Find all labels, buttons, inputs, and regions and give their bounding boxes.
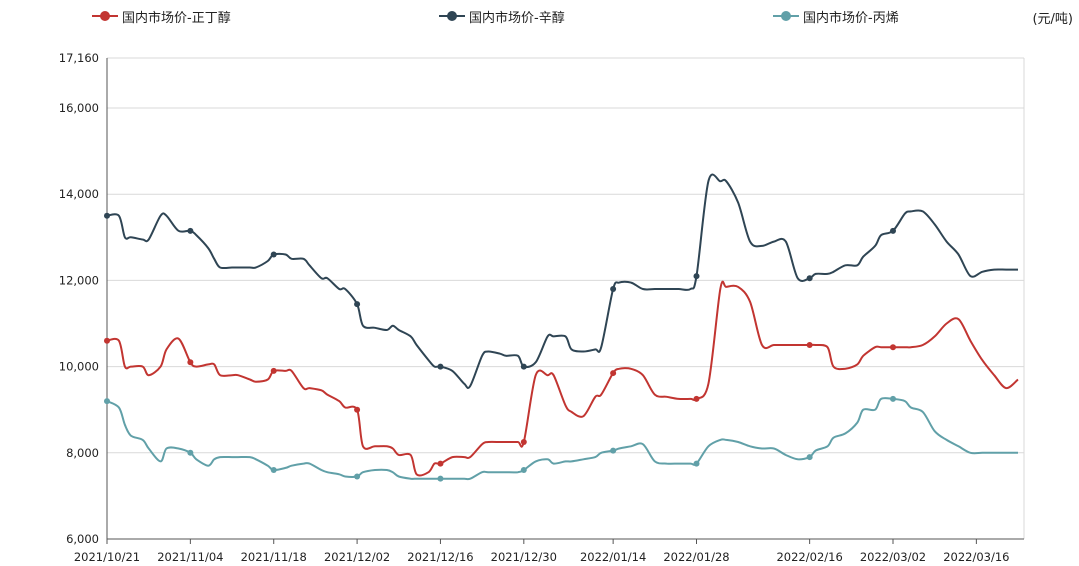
x-tick-label: 2021/10/21 — [74, 550, 140, 564]
y-tick-label: 17,160 — [59, 51, 99, 65]
data-point-n-butanol[interactable] — [270, 367, 277, 374]
unit-label: (元/吨) — [1032, 12, 1073, 27]
y-tick-label: 8,000 — [66, 446, 99, 460]
legend-label-n-butanol: 国内市场价-正丁醇 — [122, 10, 231, 26]
data-point-octanol[interactable] — [520, 363, 527, 370]
y-tick-label: 6,000 — [66, 532, 99, 546]
series-octanol — [104, 173, 1018, 389]
data-point-octanol[interactable] — [437, 363, 444, 370]
y-tick-label: 16,000 — [59, 101, 99, 115]
x-tick-label: 2021/12/16 — [407, 550, 473, 564]
data-point-n-butanol[interactable] — [520, 439, 527, 446]
data-point-octanol[interactable] — [890, 227, 896, 234]
data-point-n-butanol[interactable] — [610, 370, 617, 377]
series-propylene — [104, 395, 1018, 482]
data-point-n-butanol[interactable] — [354, 406, 361, 413]
data-point-octanol[interactable] — [187, 227, 194, 234]
data-point-n-butanol[interactable] — [187, 359, 194, 366]
legend-label-propylene: 国内市场价-丙烯 — [803, 10, 899, 26]
y-axis: 6,000 8,000 10,000 12,000 14,000 16,000 17,160 — [59, 51, 99, 546]
data-point-propylene[interactable] — [890, 395, 896, 402]
y-tick-label: 14,000 — [59, 187, 99, 201]
data-point-propylene[interactable] — [354, 473, 361, 480]
data-point-propylene[interactable] — [270, 467, 277, 474]
data-point-propylene[interactable] — [437, 475, 444, 482]
data-point-octanol[interactable] — [806, 275, 813, 282]
x-tick-label: 2022/01/28 — [663, 550, 729, 564]
chart-legend: 国内市场价-正丁醇 国内市场价-辛醇 国内市场价-丙烯 (元/吨) — [0, 0, 1079, 32]
legend-marker-octanol-icon — [439, 9, 465, 23]
series-lines — [104, 173, 1019, 482]
series-line-propylene — [106, 397, 1018, 481]
x-tick-label: 2022/01/14 — [580, 550, 646, 564]
legend-marker-n-butanol-icon — [92, 9, 118, 23]
legend-item-octanol[interactable]: 国内市场价-辛醇 — [439, 7, 565, 26]
data-point-propylene[interactable] — [104, 398, 110, 405]
x-tick-label: 2021/11/04 — [157, 550, 223, 564]
series-line-n-butanol — [106, 280, 1019, 477]
data-point-octanol[interactable] — [104, 212, 110, 219]
series-line-octanol — [106, 173, 1018, 389]
data-point-propylene[interactable] — [520, 467, 527, 474]
data-point-n-butanol[interactable] — [806, 342, 813, 349]
grid — [106, 57, 1025, 540]
x-tick-label: 2022/03/16 — [943, 550, 1009, 564]
y-tick-label: 12,000 — [59, 273, 99, 287]
data-point-octanol[interactable] — [270, 251, 277, 258]
x-axis: 2021/10/21 2021/11/04 2021/11/18 2021/12/02… — [74, 539, 1010, 564]
legend-item-n-butanol[interactable]: 国内市场价-正丁醇 — [92, 7, 231, 26]
data-point-propylene[interactable] — [806, 454, 813, 461]
data-point-octanol[interactable] — [610, 286, 617, 293]
legend-label-octanol: 国内市场价-辛醇 — [469, 10, 565, 26]
series-n-butanol — [104, 280, 1019, 477]
legend-marker-propylene-icon — [773, 9, 799, 23]
x-tick-label: 2021/11/18 — [241, 550, 307, 564]
x-tick-label: 2022/02/16 — [776, 550, 842, 564]
data-point-octanol[interactable] — [693, 273, 700, 280]
x-tick-label: 2022/03/02 — [860, 550, 926, 564]
legend-item-propylene[interactable]: 国内市场价-丙烯 — [773, 7, 899, 26]
data-point-n-butanol[interactable] — [437, 460, 444, 467]
data-point-n-butanol[interactable] — [890, 344, 896, 351]
y-tick-label: 10,000 — [59, 360, 99, 374]
data-point-propylene[interactable] — [187, 449, 194, 456]
data-point-propylene[interactable] — [610, 447, 617, 454]
x-tick-label: 2021/12/02 — [324, 550, 390, 564]
data-point-n-butanol[interactable] — [693, 395, 700, 402]
data-point-n-butanol[interactable] — [104, 337, 110, 344]
data-point-octanol[interactable] — [354, 301, 361, 308]
data-point-propylene[interactable] — [693, 460, 700, 467]
x-tick-label: 2021/12/30 — [491, 550, 557, 564]
